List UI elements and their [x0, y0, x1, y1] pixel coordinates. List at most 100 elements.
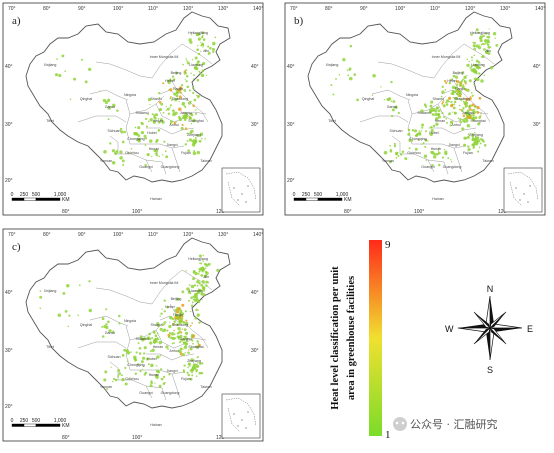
map-panel-c: Heilongjiang Jilin Liaoning Inner Mongolia … — [2, 228, 264, 442]
province-label-hebei: Hebei — [165, 79, 175, 83]
province-label-hubei: Hubei — [147, 131, 157, 135]
china-outline — [307, 11, 513, 183]
compass-north: N — [487, 284, 494, 294]
province-label-beijing: Beijing — [453, 71, 464, 75]
province-border — [77, 115, 127, 123]
province-label-chongqing: Chongqing — [409, 137, 426, 141]
province-label-zhejiang: Zhejiang — [469, 133, 483, 137]
legend-color-bar — [369, 240, 382, 436]
province-label-sichuan: Sichuan — [108, 355, 121, 359]
left-latitude-label: 20° — [287, 178, 295, 184]
right-latitude-label: 40° — [533, 64, 541, 70]
province-border — [129, 95, 165, 115]
top-longitude-label: 80° — [43, 232, 51, 238]
top-longitude-label: 90° — [78, 232, 86, 238]
province-label-qinghai: Qinghai — [362, 97, 375, 101]
province-label-guizhou: Guizhou — [125, 151, 138, 155]
province-border — [125, 99, 131, 145]
province-label-guangxi: Guangxi — [139, 165, 153, 169]
province-label-liaoning: Liaoning — [189, 63, 203, 67]
province-border — [428, 127, 477, 135]
south-china-sea-inset — [503, 167, 543, 213]
greenhouse-heat-dots — [54, 31, 217, 167]
province-label-jiangxi: Jiangxi — [166, 369, 177, 373]
right-latitude-label: 30° — [251, 122, 259, 128]
province-border — [109, 135, 119, 154]
top-longitude-label: 90° — [78, 6, 86, 12]
province-label-taiwan: Taiwan — [200, 159, 211, 163]
province-border — [161, 161, 167, 175]
compass-rose: N S E W — [445, 284, 533, 375]
map-panel-a: Heilongjiang Jilin Liaoning Inner Mongolia … — [2, 2, 264, 216]
province-label-hunan: Hunan — [149, 147, 160, 151]
top-longitude-label: 130° — [500, 6, 510, 12]
province-label-shanghai: Shanghai — [470, 119, 485, 123]
province-label-henan: Henan — [153, 119, 164, 123]
province-label-shandong: Shandong — [172, 323, 188, 327]
left-latitude-label: 30° — [287, 122, 295, 128]
province-label-chongqing: Chongqing — [127, 363, 144, 367]
province-label-inner_mongolia: Inner Mongolia IM — [150, 281, 179, 285]
province-label-jilin: Jilin — [203, 275, 209, 279]
scale-unit: KM — [62, 197, 70, 203]
province-border — [412, 143, 467, 149]
province-label-ningxia: Ningxia — [124, 319, 136, 323]
left-latitude-label: 30° — [5, 348, 13, 354]
province-label-xinjiang: Xinjiang — [326, 63, 339, 67]
province-label-yunnan: Yunnan — [382, 159, 394, 163]
province-border — [95, 61, 153, 79]
province-border — [359, 115, 409, 123]
right-latitude-label: 40° — [251, 290, 259, 296]
legend-min: 1 — [385, 429, 391, 441]
top-longitude-label: 70° — [8, 6, 16, 12]
province-border — [183, 337, 207, 345]
province-border — [433, 43, 465, 79]
province-label-liaoning: Liaoning — [189, 289, 203, 293]
province-border — [171, 373, 181, 399]
province-border — [151, 43, 183, 79]
south-china-sea-inset — [221, 393, 261, 439]
province-border — [427, 159, 435, 173]
bottom-longitude-label: 100° — [132, 435, 142, 441]
bottom-longitude-label: 120° — [498, 209, 508, 215]
province-label-zhejiang: Zhejiang — [187, 133, 201, 137]
province-border — [151, 269, 183, 305]
province-label-qinghai: Qinghai — [80, 323, 93, 327]
province-label-hunan: Hunan — [431, 147, 442, 151]
top-longitude-label: 100° — [113, 232, 123, 238]
province-border — [463, 43, 495, 65]
province-label-hebei: Hebei — [447, 79, 457, 83]
province-label-henan: Henan — [435, 119, 446, 123]
province-label-zhejiang: Zhejiang — [187, 359, 201, 363]
scale-tick-label: 500 — [314, 192, 323, 198]
top-longitude-label: 70° — [8, 232, 16, 238]
panel-label: a) — [12, 15, 21, 27]
scale-tick-label: 500 — [32, 418, 41, 424]
top-longitude-label: 140° — [253, 232, 263, 238]
scale-tick-label: 250 — [20, 192, 29, 198]
province-label-henan: Henan — [153, 345, 164, 349]
compass-west: W — [445, 324, 454, 334]
province-border — [400, 153, 445, 163]
province-label-shaanxi: Shaanxi — [418, 111, 431, 115]
scale-tick-label: 500 — [32, 192, 41, 198]
top-longitude-label: 100° — [395, 6, 405, 12]
province-border — [371, 89, 411, 101]
province-label-hainan: Hainan — [432, 197, 443, 201]
province-label-shaanxi: Shaanxi — [136, 111, 149, 115]
china-outline — [25, 11, 231, 183]
province-border — [377, 61, 435, 79]
province-label-jiangsu: Jiangsu — [180, 111, 192, 115]
legend-max: 9 — [385, 239, 391, 251]
province-border — [411, 95, 447, 115]
top-longitude-label: 130° — [218, 6, 228, 12]
left-latitude-label: 20° — [5, 404, 13, 410]
scale-tick-label: 250 — [302, 192, 311, 198]
scale-tick-label: 1,000 — [54, 418, 67, 424]
watermark: 公众号 · 汇融研究 — [393, 417, 498, 431]
province-label-guangxi: Guangxi — [421, 165, 435, 169]
map-panel-b: Heilongjiang Jilin Liaoning Inner Mongolia … — [284, 2, 546, 216]
province-label-jiangxi: Jiangxi — [166, 143, 177, 147]
